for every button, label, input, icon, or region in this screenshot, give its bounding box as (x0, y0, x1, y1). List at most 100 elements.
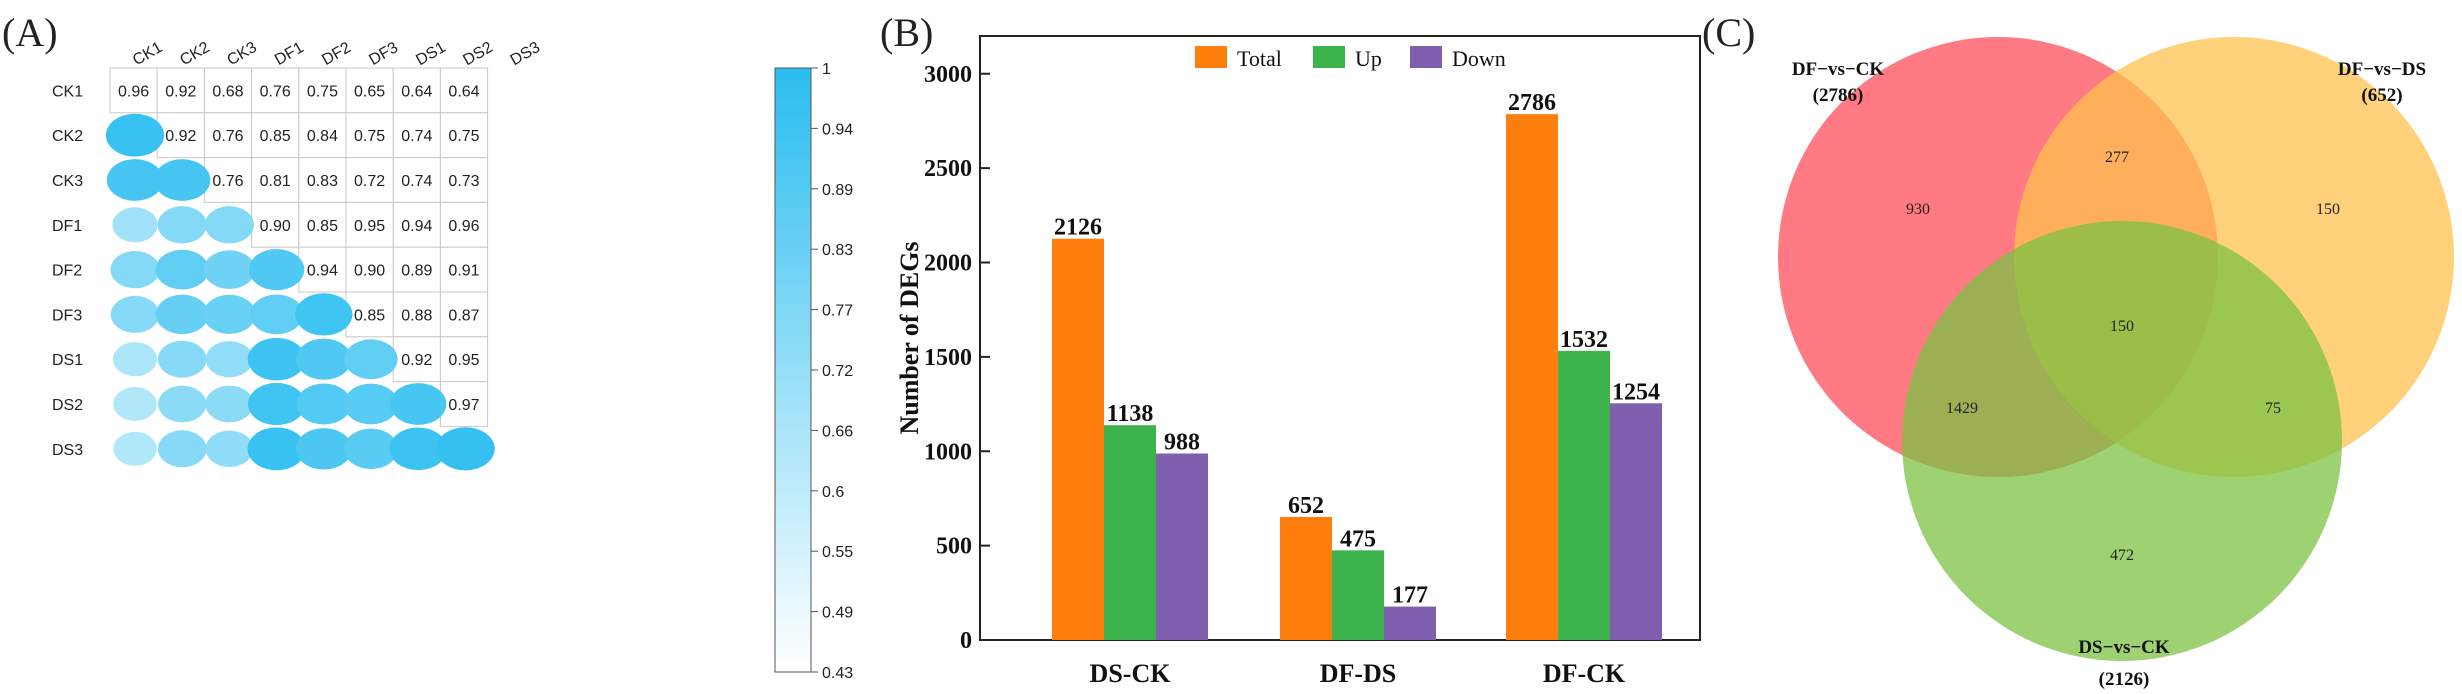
heatmap-ellipse (113, 431, 157, 466)
heatmap-ellipse (105, 113, 165, 157)
heatmap-ellipse (158, 385, 207, 423)
heatmap-cell-border (345, 246, 394, 293)
legend-label-up: Up (1355, 46, 1382, 71)
heatmap-cell-value: 0.94 (401, 218, 432, 235)
bar-value-label: 988 (1164, 430, 1200, 456)
heatmap-cell-value: 0.64 (401, 83, 432, 100)
heatmap-cell-value: 0.92 (165, 83, 196, 100)
heatmap-ellipse (205, 385, 254, 423)
heatmap-ellipse (248, 249, 305, 291)
heatmap-ellipse (205, 430, 254, 468)
colorbar-tick-label: 0.89 (822, 182, 853, 199)
bar-total (1506, 114, 1558, 640)
heatmap-cell-border (345, 291, 394, 338)
heatmap-ellipse (157, 340, 207, 378)
heatmap-cell-value: 0.89 (401, 263, 432, 280)
heatmap-ellipse (295, 428, 352, 470)
heatmap-cell-border (392, 112, 441, 159)
heatmap-cell-border (298, 157, 347, 203)
venn-region-all-three: 150 (2110, 318, 2134, 335)
heatmap-row-label: CK3 (52, 173, 83, 190)
heatmap-cell-value: 0.76 (212, 173, 243, 190)
y-axis-ticks: 0 500 1000 1500 2000 2500 3000 (924, 62, 990, 654)
heatmap-row-label: CK2 (52, 128, 83, 145)
heatmap-cell-value: 0.97 (448, 397, 479, 414)
heatmap-ellipse (295, 293, 353, 336)
y-tick-label: 500 (936, 534, 972, 560)
bar-up (1558, 350, 1610, 640)
heatmap-ellipse (436, 427, 495, 471)
heatmap-cell-border (439, 201, 489, 248)
heatmap-cell-border (439, 67, 489, 114)
y-tick-label: 1500 (924, 345, 972, 371)
venn-region-dfds-dsck: 75 (2265, 400, 2281, 417)
heatmap-cell-value: 0.94 (307, 263, 338, 280)
colorbar-tick-label: 0.83 (822, 242, 853, 259)
heatmap-cell-value: 0.72 (354, 173, 385, 190)
heatmap-cell-value: 0.75 (307, 83, 338, 100)
heatmap-cell-value: 0.91 (448, 263, 479, 280)
x-category-label: DF-CK (1543, 659, 1626, 688)
y-tick-label: 0 (960, 628, 972, 654)
heatmap-cell-border (298, 201, 347, 248)
heatmap-row-label: DF1 (52, 218, 82, 235)
heatmap-ellipse (110, 250, 160, 289)
heatmap-row-label: DF3 (52, 307, 82, 324)
heatmap-column-label: DF3 (366, 39, 401, 69)
heatmap-cell-value: 0.88 (401, 307, 432, 324)
venn-region-dsck-only: 472 (2110, 547, 2134, 564)
venn-set-total-dfds: (652) (2361, 85, 2402, 106)
heatmap-ellipse (155, 249, 209, 290)
colorbar-tick-label: 0.55 (822, 544, 853, 561)
heatmap-row-label: DS2 (52, 397, 83, 414)
y-axis-title: Number of DEGs (895, 241, 924, 434)
heatmap-cell-border (439, 381, 489, 427)
bar-up (1104, 425, 1156, 640)
bar-value-label: 652 (1288, 493, 1324, 519)
heatmap-cell-value: 0.75 (448, 128, 479, 145)
bar-up (1332, 550, 1384, 640)
bar-down (1610, 403, 1662, 640)
heatmap-ellipse (157, 206, 207, 244)
heatmap-column-labels: CK1 CK2 CK3 DF1 DF2 DF3 DS1 DS2 DS3 (130, 39, 543, 69)
heatmap-ellipse (113, 387, 157, 421)
venn-region-dfck-only: 930 (1906, 201, 1930, 218)
venn-region-dfck-dsck: 1429 (1946, 400, 1978, 417)
heatmap-cell-value: 0.74 (401, 173, 432, 190)
heatmap-cell-value: 0.96 (448, 218, 479, 235)
bar-value-label: 1254 (1612, 379, 1660, 405)
heatmap-row-label: DS3 (52, 442, 83, 459)
heatmap-cell-value: 0.64 (448, 83, 479, 100)
legend-swatch-up (1313, 46, 1345, 68)
heatmap-ellipse (247, 337, 306, 381)
heatmap-cell-value: 0.68 (212, 83, 243, 100)
heatmap-cell-value: 0.87 (448, 307, 479, 324)
heatmap-cell-border (109, 67, 158, 114)
panel-a-correlation-heatmap: (A) 0.96 0.92 0.68 0.76 0.75 0.65 0.64 0.64 0.92… (2, 10, 853, 682)
bar-total (1052, 238, 1104, 640)
heatmap-ellipse (204, 206, 254, 244)
heatmap-ellipse (106, 159, 164, 201)
heatmap-cell-border (392, 336, 441, 383)
heatmap-cell-value: 0.90 (260, 218, 291, 235)
heatmap-cell-value: 0.95 (354, 218, 385, 235)
legend-swatch-total (1195, 46, 1227, 68)
heatmap-ellipse (112, 207, 158, 243)
heatmap-column-label: DS1 (413, 39, 449, 69)
heatmap-cell-border (298, 246, 347, 293)
heatmap-ellipse (205, 341, 254, 378)
bar-total (1280, 516, 1332, 640)
heatmap-row-label: CK1 (52, 83, 83, 100)
heatmap-cell-border (203, 112, 253, 159)
heatmap-cell-value: 0.85 (307, 218, 338, 235)
heatmap-cell-border (392, 246, 441, 293)
heatmap-ellipse (250, 294, 304, 335)
heatmap-ellipse (203, 294, 256, 335)
heatmap-ellipse (247, 382, 306, 426)
venn-region-dfck-dfds: 277 (2105, 149, 2129, 166)
heatmap-cell-value: 0.84 (307, 128, 338, 145)
venn-set-name-dfds: DF−vs−DS (2338, 59, 2426, 80)
heatmap-column-label: DS3 (508, 39, 544, 69)
panel-b-deg-bar-chart: (B) 0 500 1000 1500 2000 2500 3000 2126 1138 988… (880, 10, 1701, 688)
